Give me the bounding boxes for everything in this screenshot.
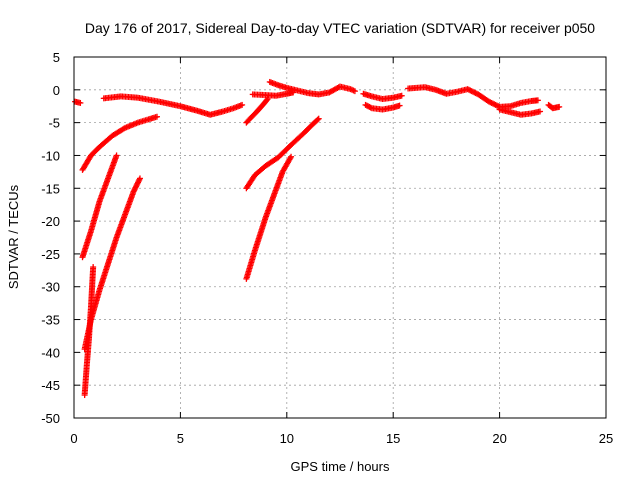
series-s13 — [362, 101, 403, 113]
series-s4 — [79, 152, 120, 261]
series-s14 — [405, 84, 541, 110]
x-axis-label: GPS time / hours — [291, 459, 390, 474]
data-point — [351, 88, 358, 95]
series-s10 — [249, 89, 297, 99]
x-tick-label: 20 — [492, 431, 506, 446]
series-s15 — [496, 106, 544, 118]
grid-layer — [74, 57, 606, 418]
y-tick-label: -25 — [41, 247, 60, 262]
series-s12 — [360, 90, 405, 103]
data-point — [113, 152, 120, 159]
series-s16 — [545, 101, 563, 112]
series-s2 — [100, 93, 246, 118]
data-point — [136, 175, 143, 182]
chart-title: Day 176 of 2017, Sidereal Day-to-day VTE… — [85, 20, 595, 36]
x-tick-label: 0 — [70, 431, 77, 446]
data-point — [398, 92, 405, 99]
data-point — [467, 87, 474, 94]
data-point — [487, 99, 494, 106]
data-point — [464, 86, 471, 93]
series-s11 — [266, 78, 358, 98]
data-point — [471, 89, 478, 96]
data-point — [315, 115, 322, 122]
data-point — [485, 98, 492, 105]
data-point — [492, 101, 499, 108]
y-tick-label: -20 — [41, 214, 60, 229]
series-s3 — [79, 113, 160, 173]
data-point — [488, 99, 495, 106]
data-point — [534, 97, 541, 104]
data-point — [470, 88, 476, 95]
series-s1 — [72, 98, 84, 106]
y-tick-label: 0 — [53, 83, 60, 98]
y-tick-label: -5 — [48, 116, 60, 131]
data-point — [489, 100, 496, 107]
data-point — [153, 113, 160, 120]
y-tick-label: -10 — [41, 148, 60, 163]
data-point — [491, 101, 498, 108]
data-point — [288, 153, 295, 160]
data-point — [468, 88, 475, 95]
data-point — [493, 102, 500, 109]
y-tick-label: -35 — [41, 313, 60, 328]
data-point — [90, 264, 97, 271]
x-tick-label: 5 — [177, 431, 184, 446]
y-axis-label: SDTVAR / TECUs — [6, 184, 21, 289]
series-s9 — [243, 96, 271, 126]
data-point — [466, 86, 473, 93]
y-tick-label: -15 — [41, 181, 60, 196]
y-tick-label: 5 — [53, 50, 60, 65]
data-point — [367, 104, 374, 111]
data-layer — [72, 78, 563, 399]
data-point — [239, 101, 246, 108]
series-s7 — [243, 115, 322, 192]
series-s8 — [243, 153, 295, 282]
data-point — [396, 102, 403, 109]
y-tick-label: -30 — [41, 280, 60, 295]
x-tick-label: 25 — [599, 431, 613, 446]
tick-layer: 0 5 10 15 20 25 5 0 -5 -10 -15 -20 -25 -30 -35 -40 -45 -5… — [41, 50, 613, 446]
data-point — [556, 103, 563, 110]
plot-frame — [73, 56, 607, 419]
y-tick-label: -40 — [41, 345, 60, 360]
data-point — [537, 108, 544, 115]
series-s6 — [81, 264, 97, 399]
x-tick-label: 15 — [386, 431, 400, 446]
y-tick-label: -50 — [41, 411, 60, 426]
data-point — [349, 86, 356, 93]
y-tick-label: -45 — [41, 378, 60, 393]
x-tick-label: 10 — [280, 431, 294, 446]
data-point — [314, 116, 321, 123]
data-point — [472, 90, 479, 97]
data-point — [77, 99, 84, 106]
